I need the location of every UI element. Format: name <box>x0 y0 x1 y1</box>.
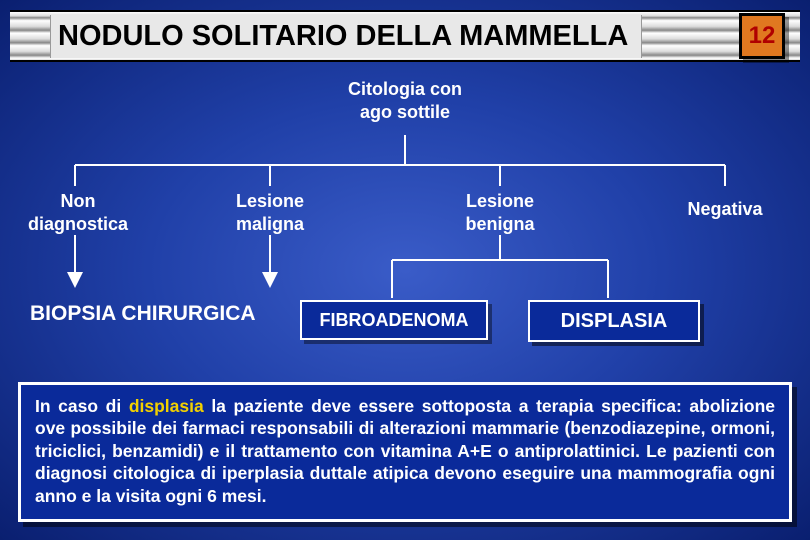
child1-line2: maligna <box>236 214 304 234</box>
child2-line2: benigna <box>465 214 534 234</box>
fibroadenoma-label: FIBROADENOMA <box>320 310 469 331</box>
child-non-diagnostica: Non diagnostica <box>18 190 138 235</box>
paragraph-highlight: displasia <box>129 396 204 416</box>
child3-line1: Negativa <box>687 199 762 219</box>
child2-line1: Lesione <box>466 191 534 211</box>
fibroadenoma-box: FIBROADENOMA <box>300 300 488 340</box>
child-lesione-benigna: Lesione benigna <box>440 190 560 235</box>
paragraph-prefix: In caso di <box>35 396 129 416</box>
child0-line1: Non <box>61 191 96 211</box>
child-lesione-maligna: Lesione maligna <box>210 190 330 235</box>
title-bar: NODULO SOLITARIO DELLA MAMMELLA 12 <box>10 10 800 62</box>
root-line2: ago sottile <box>360 102 450 122</box>
child1-line1: Lesione <box>236 191 304 211</box>
slide-number: 12 <box>749 22 776 50</box>
displasia-label: DISPLASIA <box>561 310 668 333</box>
paragraph-box: In caso di displasia la paziente deve es… <box>18 382 792 522</box>
child-negativa: Negativa <box>665 198 785 221</box>
displasia-box: DISPLASIA <box>528 300 700 342</box>
slide-title: NODULO SOLITARIO DELLA MAMMELLA <box>10 20 628 53</box>
root-node: Citologia con ago sottile <box>305 78 505 123</box>
biopsia-chirurgica-label: BIOPSIA CHIRURGICA <box>30 302 256 326</box>
slide-number-box: 12 <box>739 13 785 59</box>
child0-line2: diagnostica <box>28 214 128 234</box>
root-line1: Citologia con <box>348 79 462 99</box>
